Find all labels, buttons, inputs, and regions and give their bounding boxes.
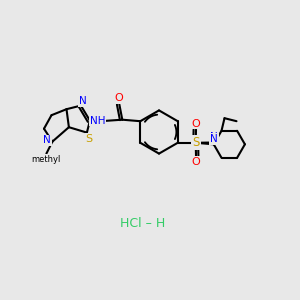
Text: N: N — [210, 132, 218, 142]
Text: NH: NH — [90, 116, 105, 126]
Text: N: N — [44, 135, 51, 146]
Text: methyl: methyl — [32, 154, 61, 164]
Text: N: N — [209, 134, 217, 144]
Text: N: N — [79, 96, 87, 106]
Text: HCl – H: HCl – H — [120, 217, 165, 230]
Text: O: O — [192, 157, 200, 167]
Text: O: O — [115, 93, 123, 103]
Text: S: S — [192, 136, 200, 149]
Text: S: S — [86, 134, 93, 144]
Text: O: O — [192, 118, 200, 129]
